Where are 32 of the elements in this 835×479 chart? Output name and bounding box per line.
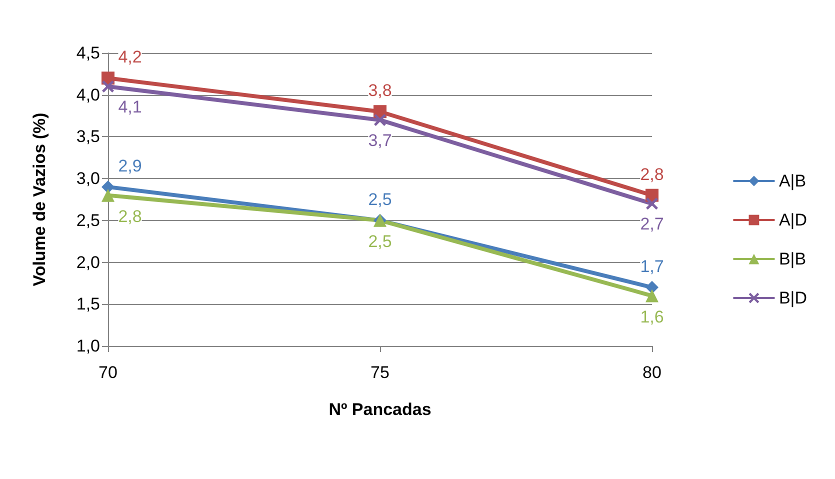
y-tick-label: 4,5 (76, 44, 100, 62)
data-label: 2,5 (368, 190, 392, 209)
legend-label: A|B (778, 172, 806, 190)
data-label: 2,9 (118, 156, 142, 176)
point (374, 114, 386, 126)
y-tick-label: 1,5 (76, 294, 100, 314)
data-label: 3,7 (368, 130, 392, 150)
x-tick-label: 70 (98, 363, 118, 382)
data-label: 4,1 (118, 97, 142, 116)
point (646, 198, 658, 210)
y-tick-label: 3,5 (76, 127, 100, 146)
y-tick-label: 2,5 (76, 210, 100, 230)
y-tick-label: 2,0 (76, 252, 100, 272)
data-label: 2,8 (118, 206, 142, 226)
y-tick-label: 4,0 (76, 85, 100, 104)
data-label: 2,8 (640, 164, 664, 184)
y-tick-label: 1,0 (76, 336, 100, 356)
data-label: 4,2 (118, 48, 142, 67)
legend-label: B|D (778, 288, 808, 308)
data-label: 1,7 (640, 256, 664, 276)
x-tick-label: 80 (642, 363, 662, 382)
data-label: 2,7 (640, 214, 664, 234)
legend-label: A|D (778, 210, 808, 230)
legend-label: B|B (778, 250, 806, 268)
data-label: 3,8 (368, 81, 392, 100)
y-axis-title: Volume de Vazios (%) (30, 112, 49, 286)
x-tick-label: 75 (370, 363, 390, 382)
point (102, 80, 114, 92)
x-axis-title: Nº Pancadas (328, 400, 432, 419)
y-tick-label: 3,0 (76, 169, 100, 188)
data-label: 1,6 (640, 307, 664, 326)
data-label: 2,5 (368, 232, 392, 251)
